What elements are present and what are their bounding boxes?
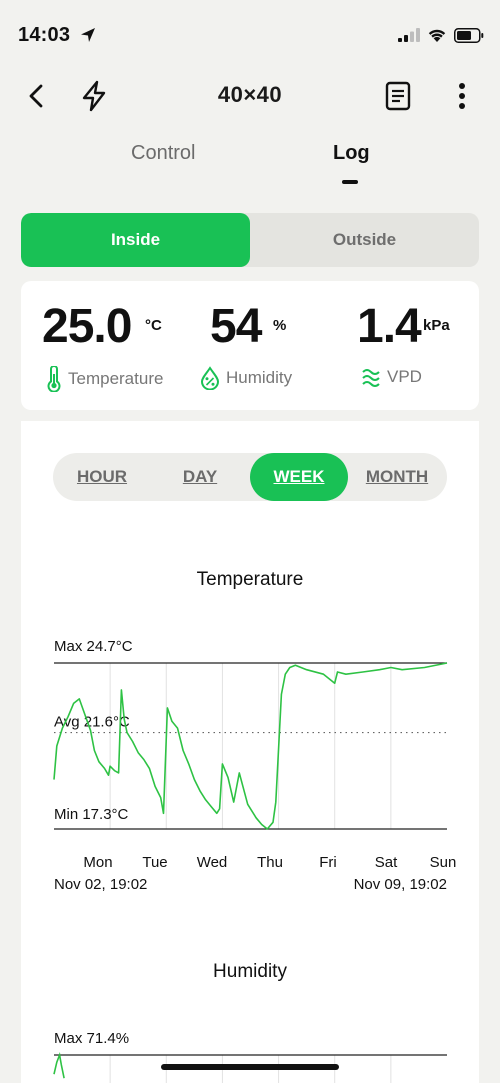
- stats-card: 25.0 °C Temperature 54 % Humidity 1.4 kP…: [21, 281, 479, 410]
- nav-bar: 40×40: [0, 68, 500, 124]
- humidity-value: 54: [210, 300, 262, 353]
- status-bar: 14:03: [0, 0, 500, 60]
- document-icon: [385, 81, 411, 111]
- temperature-chart-title: Temperature: [196, 569, 304, 590]
- location-toggle: Inside Outside: [21, 213, 479, 267]
- signal-icon: [398, 28, 420, 42]
- temperature-label-text: Temperature: [68, 369, 164, 388]
- humidity-label-text: Humidity: [226, 368, 293, 387]
- humidity-series-line: [53, 1052, 65, 1079]
- humidity-unit: %: [273, 317, 287, 334]
- tab-bar: Control Log: [0, 132, 500, 192]
- tab-indicator: [342, 180, 358, 184]
- temperature-x-tick: Mon: [83, 854, 112, 871]
- temperature-value: 25.0: [42, 300, 132, 353]
- range-month[interactable]: MONTH: [365, 467, 429, 486]
- range-selector: HOUR DAY WEEK MONTH: [53, 453, 447, 501]
- vpd-unit: kPa: [423, 317, 450, 334]
- temperature-x-tick: Sun: [430, 854, 457, 871]
- page-title: 40×40: [217, 82, 283, 107]
- temperature-x-tick: Sat: [375, 854, 398, 871]
- chart-card: HOUR DAY WEEK MONTH Temperature Humidity…: [21, 421, 479, 1083]
- temperature-series-line: [53, 662, 448, 830]
- humidity-chart-title: Humidity: [213, 961, 287, 982]
- humidity-drop-icon: [200, 366, 220, 390]
- temperature-min-label: Min 17.3°C: [54, 806, 129, 823]
- thermometer-icon: [47, 366, 61, 392]
- more-button[interactable]: [442, 76, 482, 116]
- vpd-value: 1.4: [357, 300, 422, 353]
- temperature-x-tick: Wed: [197, 854, 228, 871]
- temperature-end-label: Nov 09, 19:02: [354, 876, 447, 893]
- temperature-start-label: Nov 02, 19:02: [54, 876, 147, 893]
- range-day[interactable]: DAY: [182, 467, 218, 486]
- temperature-x-tick: Thu: [257, 854, 283, 871]
- humidity-label: Humidity: [200, 366, 292, 390]
- temperature-label: Temperature: [46, 366, 163, 392]
- battery-icon: [454, 27, 484, 43]
- temperature-x-tick: Fri: [319, 854, 337, 871]
- lightning-icon: [82, 80, 106, 112]
- home-indicator: [161, 1064, 339, 1070]
- range-week[interactable]: WEEK: [250, 453, 348, 501]
- status-time: 14:03: [18, 24, 71, 46]
- temperature-avg-label: Avg 21.6°C: [54, 714, 130, 731]
- tab-log[interactable]: Log: [333, 142, 370, 164]
- lightning-button[interactable]: [74, 76, 114, 116]
- humidity-max-label: Max 71.4%: [54, 1030, 129, 1047]
- status-icons: [398, 26, 484, 44]
- back-button[interactable]: [17, 76, 57, 116]
- notes-button[interactable]: [378, 76, 418, 116]
- wifi-icon: [428, 29, 446, 42]
- tab-control[interactable]: Control: [131, 142, 196, 164]
- temperature-max-label: Max 24.7°C: [54, 638, 133, 655]
- temperature-x-tick: Tue: [142, 854, 167, 871]
- range-hour[interactable]: HOUR: [76, 467, 128, 486]
- location-arrow-icon: [81, 28, 95, 42]
- charts-svg: Max 24.7°C Avg 21.6°C Min 17.3°C Mon Tue Wed T…: [53, 638, 457, 1083]
- chevron-left-icon: [29, 84, 43, 108]
- temperature-unit: °C: [145, 317, 162, 334]
- outside-option[interactable]: Outside: [332, 230, 397, 249]
- vpd-label-text: VPD: [387, 367, 422, 386]
- vpd-waves-icon: [362, 369, 380, 387]
- more-vertical-icon: [459, 83, 465, 109]
- vpd-label: VPD: [361, 366, 422, 388]
- inside-option[interactable]: Inside: [21, 213, 250, 267]
